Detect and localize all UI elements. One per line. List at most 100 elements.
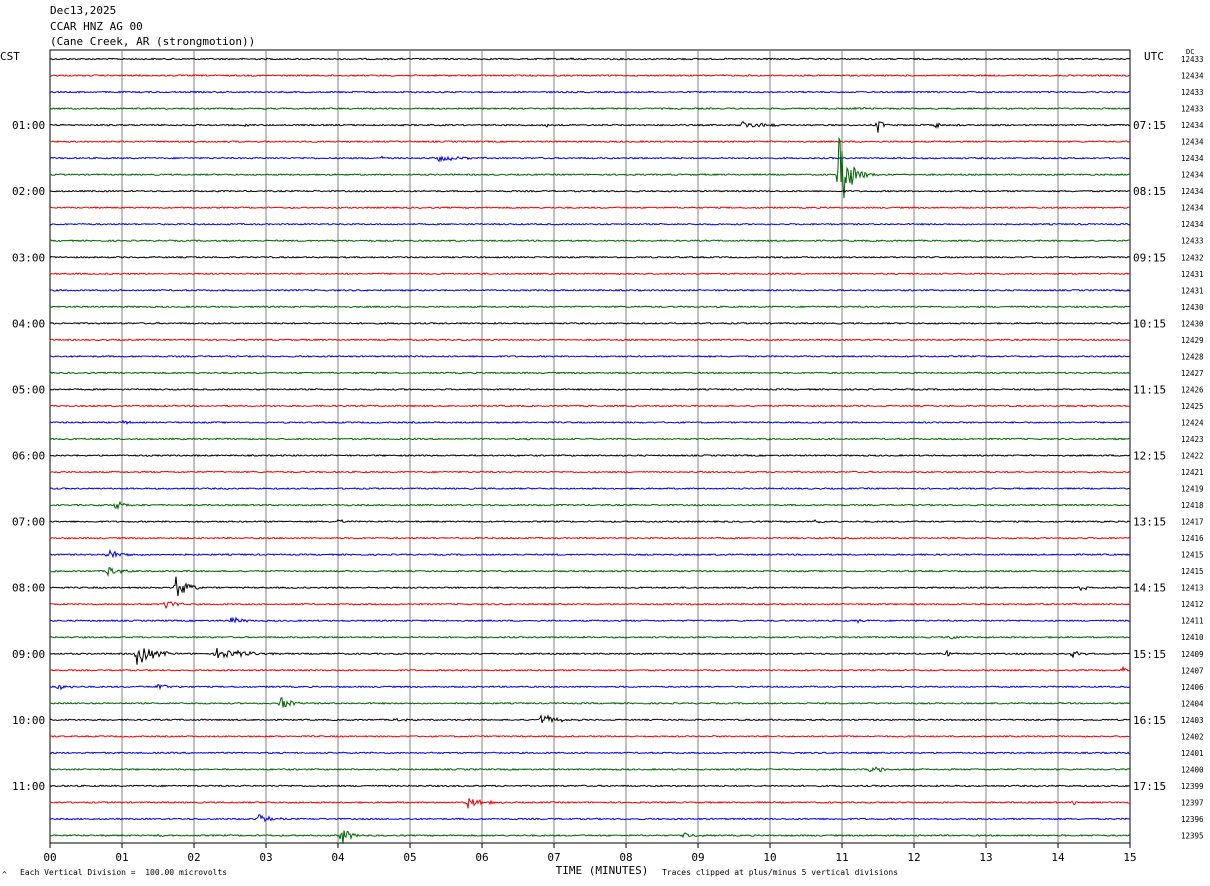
left-time-label: 02:00 (12, 185, 45, 198)
seismic-trace (49, 683, 1131, 691)
dc-value: 12416 (1181, 534, 1204, 543)
clip-note: Traces clipped at plus/minus 5 vertical … (662, 868, 899, 877)
header-station: CCAR HNZ AG 00 (50, 20, 143, 33)
dc-value: 12401 (1181, 749, 1204, 758)
seismic-trace (49, 751, 1131, 755)
seismic-trace (49, 697, 1131, 708)
seismic-trace (49, 222, 1131, 226)
dc-header-label: DC (1186, 48, 1195, 56)
dc-value: 12434 (1181, 154, 1204, 163)
dc-value: 12433 (1181, 88, 1204, 97)
dc-value: 12419 (1181, 485, 1204, 494)
x-tick-label: 08 (619, 851, 632, 864)
dc-value: 12418 (1181, 501, 1204, 510)
dc-value: 12399 (1181, 782, 1204, 791)
dc-value: 12431 (1181, 270, 1204, 279)
seismic-trace (49, 272, 1131, 276)
x-tick-label: 10 (763, 851, 776, 864)
right-time-label: 10:15 (1133, 317, 1166, 330)
seismic-trace (49, 121, 1131, 133)
seismic-trace (49, 766, 1131, 773)
seismic-trace (49, 798, 1131, 809)
scale-note: Each Vertical Division = 100.00 microvol… (20, 868, 228, 877)
left-time-label: 01:00 (12, 119, 45, 132)
header-date: Dec13,2025 (50, 4, 117, 17)
left-time-label: 09:00 (12, 648, 45, 661)
seismic-trace (49, 140, 1131, 144)
seismic-trace (49, 830, 1131, 844)
dc-value: 12434 (1181, 220, 1204, 229)
left-time-label: 03:00 (12, 251, 45, 264)
dc-value: 12396 (1181, 815, 1204, 824)
dc-value: 12421 (1181, 468, 1204, 477)
dc-value: 12413 (1181, 584, 1204, 593)
x-tick-label: 09 (691, 851, 704, 864)
seismic-trace (49, 321, 1131, 325)
dc-value: 12433 (1181, 55, 1204, 64)
seismic-trace (49, 536, 1131, 540)
right-time-label: 17:15 (1133, 780, 1166, 793)
x-tick-label: 02 (187, 851, 200, 864)
seismic-trace (49, 136, 1131, 199)
seismic-trace (49, 155, 1130, 163)
dc-value: 12407 (1181, 666, 1204, 675)
x-tick-label: 06 (475, 851, 488, 864)
seismic-trace (49, 486, 1131, 490)
seismic-trace (49, 90, 1131, 94)
seismic-trace (49, 470, 1131, 474)
dc-value: 12406 (1181, 683, 1204, 692)
seismic-trace (49, 239, 1131, 243)
left-time-label: 10:00 (12, 714, 45, 727)
dc-value: 12415 (1181, 567, 1204, 576)
seismic-trace (49, 255, 1130, 259)
seismic-trace (49, 338, 1131, 342)
left-time-label: 05:00 (12, 383, 45, 396)
seismic-trace (49, 189, 1131, 193)
right-timezone-label: UTC (1144, 50, 1164, 63)
dc-value: 12424 (1181, 418, 1204, 427)
seismic-trace (49, 404, 1131, 408)
left-time-label: 07:00 (12, 516, 45, 529)
x-tick-label: 14 (1051, 851, 1065, 864)
dc-value: 12403 (1181, 716, 1204, 725)
dc-value: 12432 (1181, 253, 1204, 262)
dc-value: 12434 (1181, 171, 1204, 180)
dc-value: 12433 (1181, 237, 1204, 246)
right-time-label: 12:15 (1133, 450, 1166, 463)
dc-value: 12430 (1181, 303, 1204, 312)
seismic-trace (49, 548, 1131, 559)
dc-value: 12425 (1181, 402, 1204, 411)
dc-value: 12422 (1181, 452, 1204, 461)
seismic-trace (49, 500, 1131, 511)
seismic-trace (49, 648, 1131, 665)
dc-value: 12395 (1181, 831, 1204, 840)
seismic-trace (49, 665, 1131, 672)
left-time-label: 08:00 (12, 582, 45, 595)
seismic-trace (49, 713, 1131, 724)
left-time-label: 06:00 (12, 450, 45, 463)
dc-value: 12402 (1181, 732, 1204, 741)
seismic-trace (49, 437, 1131, 441)
seismic-trace (49, 784, 1131, 788)
seismic-trace (49, 419, 1131, 425)
dc-value: 12434 (1181, 138, 1204, 147)
dc-value: 12434 (1181, 187, 1204, 196)
x-tick-label: 01 (115, 851, 128, 864)
right-time-label: 09:15 (1133, 251, 1166, 264)
x-axis-label: TIME (MINUTES) (556, 864, 649, 877)
seismic-trace (49, 734, 1130, 738)
right-time-label: 11:15 (1133, 383, 1166, 396)
seismic-trace (49, 616, 1131, 624)
seismic-trace (49, 453, 1131, 457)
seismic-trace (49, 74, 1131, 77)
dc-value: 12429 (1181, 336, 1204, 345)
dc-value: 12427 (1181, 369, 1204, 378)
seismic-trace (49, 576, 1131, 597)
dc-value: 12409 (1181, 650, 1204, 659)
dc-value: 12404 (1181, 699, 1204, 708)
seismic-trace (49, 57, 1131, 61)
dc-value: 12428 (1181, 352, 1204, 361)
x-tick-label: 15 (1123, 851, 1136, 864)
dc-value: 12417 (1181, 518, 1204, 527)
